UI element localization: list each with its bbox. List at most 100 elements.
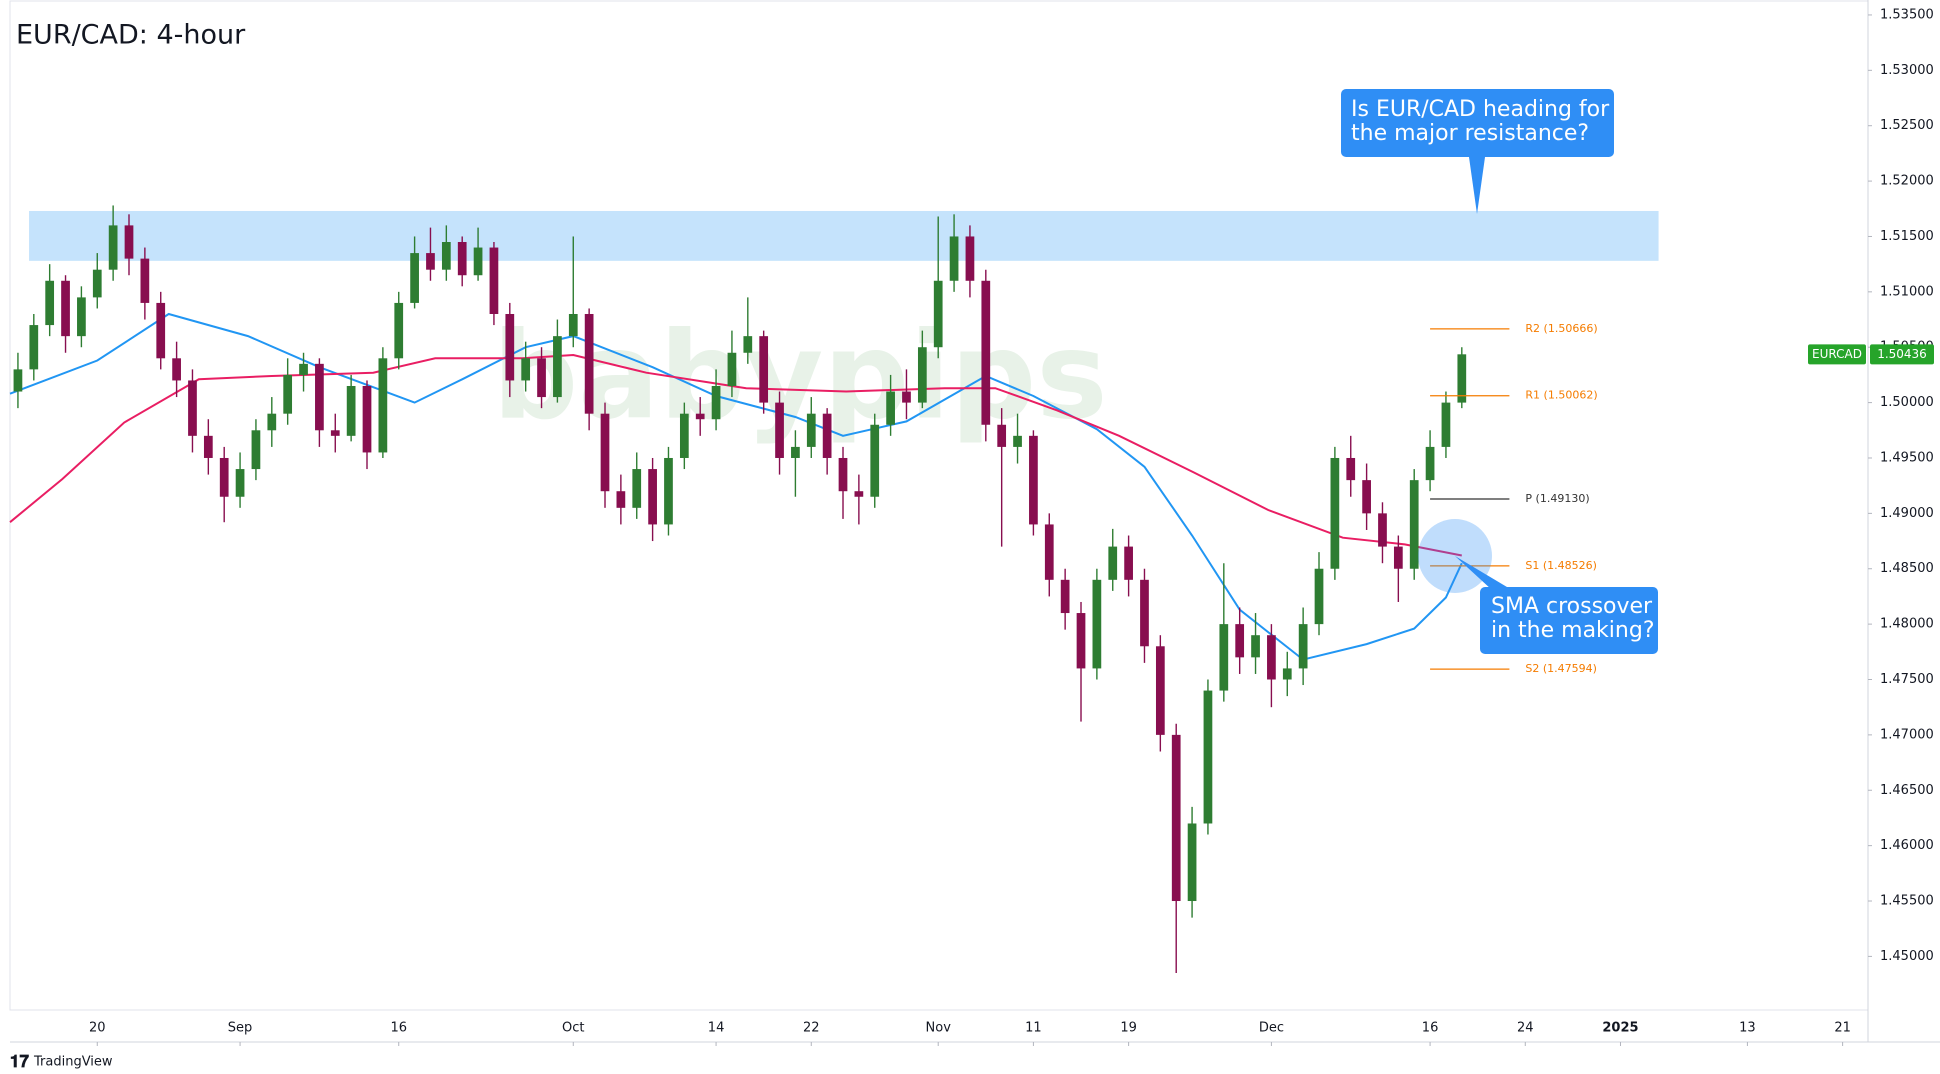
callout-pointer <box>1455 556 1512 590</box>
callout-text: the major resistance? <box>1351 121 1589 146</box>
candle-body <box>378 358 388 453</box>
candle-body <box>1092 579 1102 669</box>
candle-body <box>854 491 864 497</box>
candle-body <box>1298 624 1308 669</box>
candle-body <box>108 225 118 270</box>
x-tick-label: 24 <box>1517 1021 1534 1036</box>
x-tick-label: Nov <box>926 1021 952 1036</box>
candle-body <box>77 297 86 337</box>
candle-body <box>124 225 134 259</box>
candle-body <box>791 446 800 458</box>
candle-body <box>664 457 673 525</box>
x-tick-label: Dec <box>1259 1021 1284 1036</box>
candle-body <box>394 302 404 359</box>
pivot-label: R1 (1.50062) <box>1525 389 1597 402</box>
callout-box <box>1341 89 1614 157</box>
candle-body <box>949 236 959 281</box>
candle-body <box>1140 579 1149 647</box>
x-tick-label: 22 <box>803 1021 820 1036</box>
y-tick-label: 1.47000 <box>1880 727 1934 742</box>
candle-body <box>1124 546 1133 580</box>
candle-body <box>648 469 657 525</box>
candle-body <box>219 457 229 497</box>
candle-body <box>1282 668 1292 680</box>
x-tick-label: 13 <box>1739 1021 1756 1036</box>
symbol-tag: EURCAD <box>1812 347 1862 361</box>
candle-body <box>410 253 419 303</box>
candle-body <box>838 457 848 492</box>
x-tick-label: 19 <box>1120 1021 1137 1036</box>
candle-body <box>1267 635 1276 680</box>
candle-body <box>632 469 642 508</box>
candle-body <box>330 430 340 436</box>
candle-body <box>933 280 943 348</box>
callout-text: Is EUR/CAD heading for <box>1351 97 1610 122</box>
callout-pointer <box>1468 150 1486 214</box>
candle-body <box>1076 613 1086 669</box>
y-tick-label: 1.47500 <box>1880 672 1934 687</box>
candle-body <box>441 242 451 270</box>
x-tick-label: 16 <box>390 1021 407 1036</box>
x-tick-label: 16 <box>1422 1021 1439 1036</box>
candle-body <box>13 369 23 392</box>
candle-body <box>1155 646 1165 735</box>
candle-body <box>870 424 880 497</box>
candle-body <box>1235 624 1245 658</box>
x-tick-label: Oct <box>562 1021 584 1036</box>
y-tick-label: 1.52000 <box>1880 174 1934 189</box>
x-tick-label: 21 <box>1834 1021 1851 1036</box>
x-tick-label: 14 <box>708 1021 725 1036</box>
candle-body <box>1393 546 1403 569</box>
y-tick-label: 1.50000 <box>1880 395 1934 410</box>
candle-body <box>759 336 769 403</box>
candle-body <box>1378 513 1387 547</box>
x-tick-label: Sep <box>228 1021 253 1036</box>
candle-body <box>775 402 784 458</box>
candle-body <box>886 391 895 425</box>
candle-body <box>902 391 911 403</box>
pivot-label: P (1.49130) <box>1525 492 1589 505</box>
y-tick-label: 1.48000 <box>1880 617 1934 632</box>
candle-body <box>521 358 531 381</box>
candle-body <box>1425 446 1435 481</box>
y-tick-label: 1.49500 <box>1880 450 1934 465</box>
candle-body <box>29 325 39 370</box>
candle-body <box>727 352 737 386</box>
candle-body <box>537 358 546 398</box>
y-tick-label: 1.53000 <box>1880 63 1934 78</box>
candle-body <box>315 363 324 431</box>
candle-body <box>45 280 55 326</box>
candle-body <box>1330 457 1340 569</box>
candle-body <box>1314 568 1324 625</box>
candle-body <box>172 358 181 381</box>
y-tick-label: 1.46000 <box>1880 838 1934 853</box>
candle-body <box>1457 354 1467 403</box>
symbol-tag-bg <box>1808 344 1866 365</box>
candle-body <box>267 413 277 431</box>
candle-body <box>997 424 1007 447</box>
candle-body <box>1044 524 1054 580</box>
y-tick-label: 1.45500 <box>1880 894 1934 909</box>
candle-body <box>1187 823 1197 902</box>
candle-body <box>743 336 753 353</box>
x-tick-label: 20 <box>89 1021 106 1036</box>
chart-title: EUR/CAD: 4-hour <box>16 20 246 51</box>
candle-body <box>1251 635 1260 658</box>
candle-body <box>457 242 467 276</box>
candle-body <box>584 313 594 414</box>
candle-body <box>426 253 435 270</box>
candle-body <box>1346 457 1356 481</box>
y-tick-label: 1.46500 <box>1880 783 1934 798</box>
price-tag: 1.50436 <box>1877 347 1927 361</box>
candle-body <box>711 385 721 420</box>
candle-body <box>568 313 578 337</box>
candle-body <box>1108 546 1118 580</box>
candle-body <box>695 413 705 420</box>
pivot-label: S1 (1.48526) <box>1525 559 1597 572</box>
footer: TradingView <box>33 1055 113 1070</box>
candle-body <box>61 280 70 337</box>
callout-box <box>1480 587 1658 654</box>
candle-body <box>251 430 261 470</box>
y-tick-label: 1.51500 <box>1880 229 1934 244</box>
